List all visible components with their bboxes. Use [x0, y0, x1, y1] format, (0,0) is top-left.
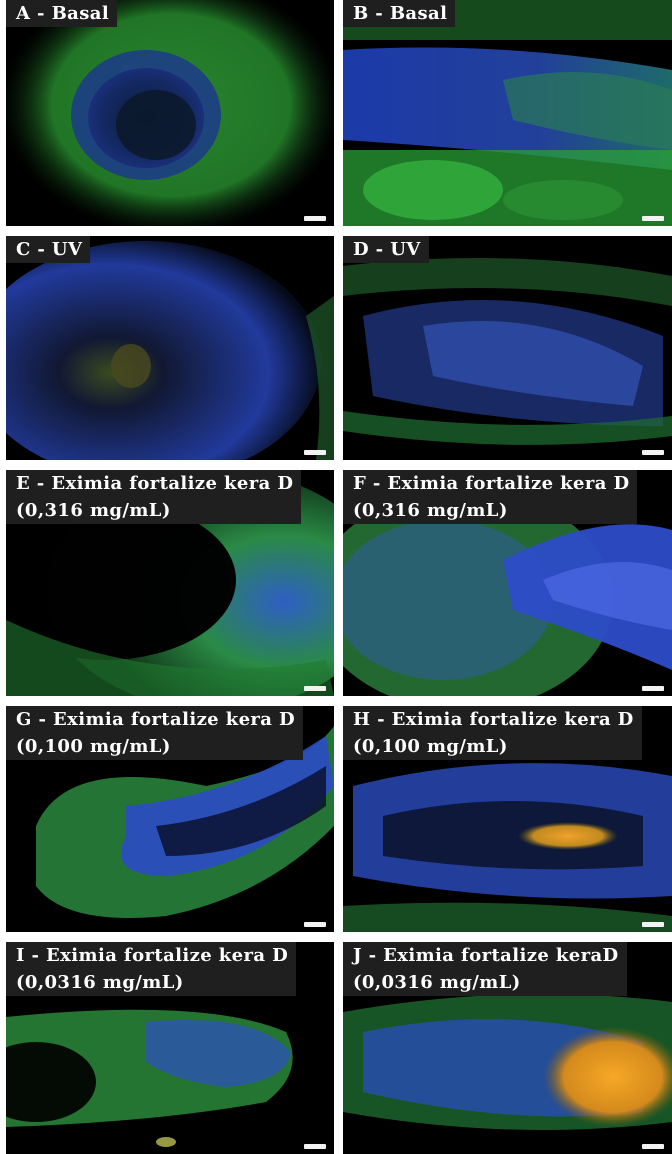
scale-bar [304, 686, 326, 691]
micrograph-c [6, 236, 334, 460]
micrograph-b [343, 0, 672, 226]
panel-a: A - Basal [6, 0, 334, 226]
panel-g: G - Eximia fortalize kera D (0,100 mg/mL… [6, 706, 334, 932]
panel-c: C - UV [6, 236, 334, 460]
scale-bar [304, 216, 326, 221]
panel-e-label: E - Eximia fortalize kera D (0,316 mg/mL… [6, 470, 302, 524]
scale-bar [304, 450, 326, 455]
panel-b-label: B - Basal [343, 0, 456, 27]
panel-j-label: J - Eximia fortalize keraD (0,0316 mg/mL… [343, 942, 627, 996]
panel-h: H - Eximia fortalize kera D (0,100 mg/mL… [343, 706, 672, 932]
panel-e: E - Eximia fortalize kera D (0,316 mg/mL… [6, 470, 334, 696]
scale-bar [304, 922, 326, 927]
scale-bar [642, 1144, 664, 1149]
panel-d-label: D - UV [343, 236, 429, 263]
panel-b: B - Basal [343, 0, 672, 226]
scale-bar [642, 450, 664, 455]
scale-bar [304, 1144, 326, 1149]
panel-c-label: C - UV [6, 236, 91, 263]
micrograph-d [343, 236, 672, 460]
scale-bar [642, 922, 664, 927]
scale-bar [642, 216, 664, 221]
panel-g-label: G - Eximia fortalize kera D (0,100 mg/mL… [6, 706, 304, 760]
panel-j: J - Eximia fortalize keraD (0,0316 mg/mL… [343, 942, 672, 1154]
panel-a-label: A - Basal [6, 0, 118, 27]
panel-h-label: H - Eximia fortalize kera D (0,100 mg/mL… [343, 706, 642, 760]
panel-i: I - Eximia fortalize kera D (0,0316 mg/m… [6, 942, 334, 1154]
panel-i-label: I - Eximia fortalize kera D (0,0316 mg/m… [6, 942, 297, 996]
micrograph-a [6, 0, 334, 226]
micrograph-f [343, 470, 672, 696]
panel-f: F - Eximia fortalize kera D (0,316 mg/mL… [343, 470, 672, 696]
panel-d: D - UV [343, 236, 672, 460]
scale-bar [642, 686, 664, 691]
panel-f-label: F - Eximia fortalize kera D (0,316 mg/mL… [343, 470, 638, 524]
